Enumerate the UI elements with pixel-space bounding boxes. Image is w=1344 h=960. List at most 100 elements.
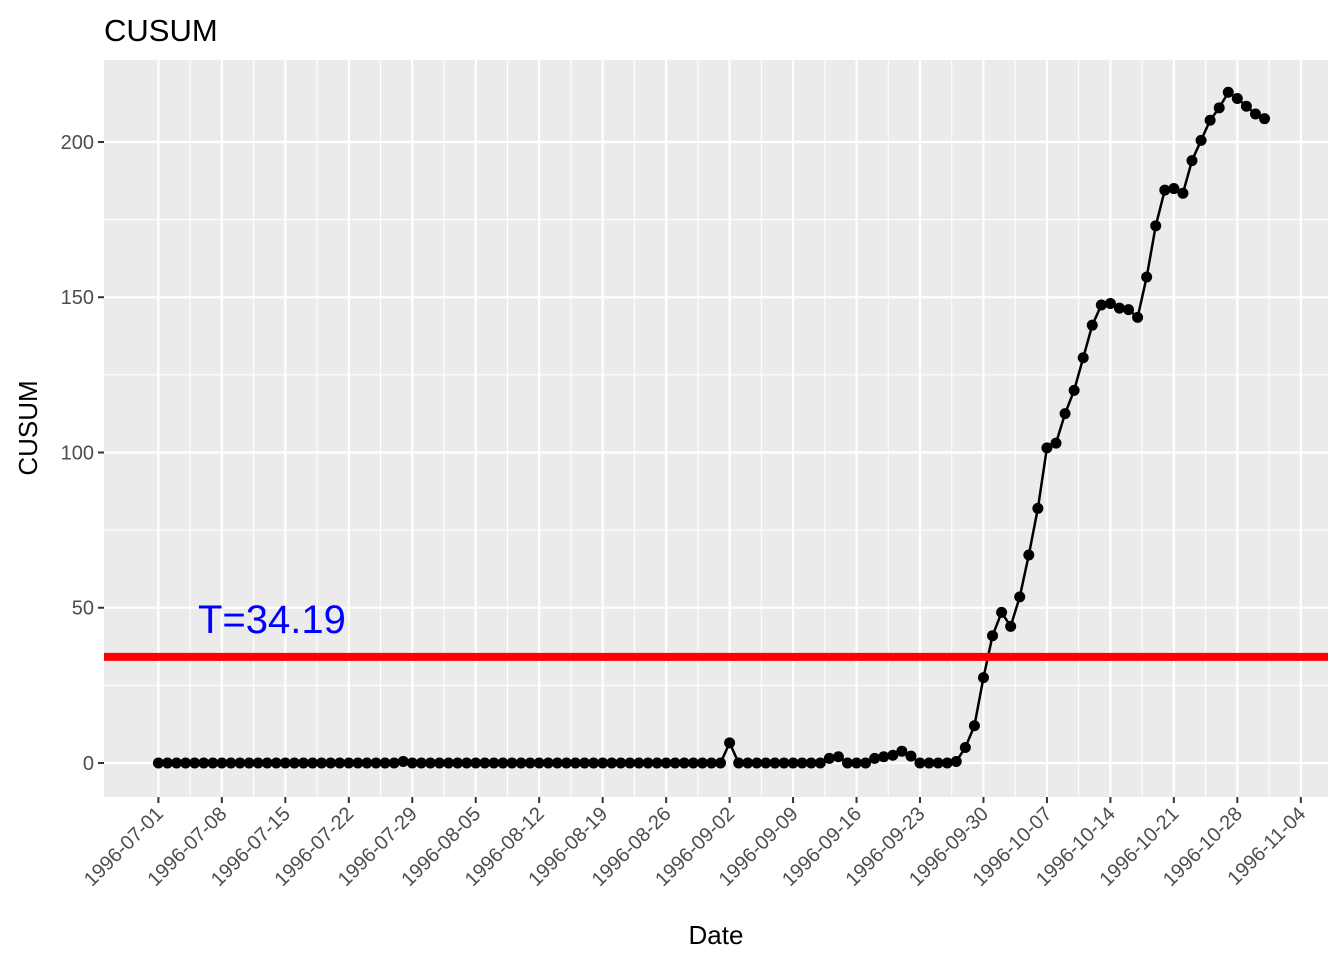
point [914,757,926,769]
point [171,757,183,769]
point [1141,271,1153,283]
point [152,757,164,769]
y-tick-label: 0 [83,753,94,775]
point [234,757,246,769]
point [851,757,863,769]
point [1159,184,1171,196]
point [1240,100,1252,112]
point [379,757,391,769]
point [470,757,482,769]
point [443,757,455,769]
point [1177,187,1189,199]
point [316,757,328,769]
point [987,630,999,642]
point [1086,319,1098,331]
point [959,741,971,753]
point [1095,299,1107,311]
point [343,757,355,769]
point [180,757,192,769]
point [823,752,835,764]
point [497,757,509,769]
point [715,757,727,769]
point [869,752,881,764]
point [932,757,944,769]
point [270,757,282,769]
y-axis-label: CUSUM [13,380,43,475]
point [642,757,654,769]
point [968,720,980,732]
point [814,757,826,769]
point [325,757,337,769]
x-axis-label: Date [689,920,744,950]
point [606,757,618,769]
point [388,757,400,769]
y-tick-label: 50 [72,598,94,620]
point [588,757,600,769]
point [805,757,817,769]
y-tick-label: 100 [61,442,94,464]
point [506,757,518,769]
point [452,757,464,769]
point [488,757,500,769]
point [624,757,636,769]
y-tick-label: 200 [61,132,94,154]
point [515,757,527,769]
point [461,757,473,769]
point [261,757,273,769]
point [1023,549,1035,561]
point [841,757,853,769]
point [1186,155,1198,167]
point [1168,183,1180,195]
plot-background [104,60,1328,797]
point [288,757,300,769]
point [769,757,781,769]
y-tick-label: 150 [61,287,94,309]
point [1195,134,1207,146]
point [1213,102,1225,114]
point [778,757,790,769]
point [687,757,699,769]
point [243,757,255,769]
point [733,757,745,769]
point [796,757,808,769]
point [542,757,554,769]
point [1032,502,1044,514]
point [297,757,309,769]
point [307,757,319,769]
threshold-label: T=34.19 [198,598,346,642]
point [1132,311,1144,323]
point [252,757,264,769]
point [1059,408,1071,420]
point [1068,384,1080,396]
point [533,757,545,769]
point [977,672,989,684]
point [1204,114,1216,126]
point [787,757,799,769]
point [633,757,645,769]
point [361,757,373,769]
point [524,757,536,769]
point [878,751,890,763]
point [560,757,572,769]
point [696,757,708,769]
point [1050,437,1062,449]
point [198,757,210,769]
point [1041,442,1053,454]
point [569,757,581,769]
point [1249,108,1261,120]
point [216,757,228,769]
point [397,755,409,767]
point [479,757,491,769]
point [832,751,844,763]
point [1014,591,1026,603]
point [760,757,772,769]
point [225,757,237,769]
point [433,757,445,769]
point [905,750,917,762]
point [742,757,754,769]
point [996,606,1008,618]
point [279,757,291,769]
point [660,757,672,769]
